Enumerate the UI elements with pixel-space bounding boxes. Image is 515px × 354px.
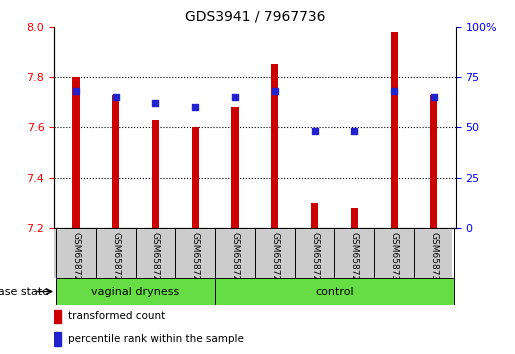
Text: GSM658730: GSM658730 xyxy=(390,232,399,287)
Bar xyxy=(215,278,454,305)
Point xyxy=(390,88,398,94)
Point xyxy=(271,88,279,94)
Text: GSM658729: GSM658729 xyxy=(350,232,359,287)
Bar xyxy=(231,107,238,228)
Text: GSM658727: GSM658727 xyxy=(151,232,160,287)
Point xyxy=(191,104,199,110)
Text: transformed count: transformed count xyxy=(67,312,165,321)
Text: disease state: disease state xyxy=(0,286,49,297)
Text: vaginal dryness: vaginal dryness xyxy=(92,286,180,297)
Point xyxy=(311,129,319,134)
Bar xyxy=(73,77,79,228)
Bar xyxy=(112,95,119,228)
Point xyxy=(151,101,160,106)
Bar xyxy=(54,332,61,346)
Bar xyxy=(311,203,318,228)
Bar xyxy=(54,310,61,323)
Bar xyxy=(390,32,398,228)
Bar xyxy=(192,127,199,228)
Text: GSM658725: GSM658725 xyxy=(270,232,279,287)
Text: control: control xyxy=(315,286,354,297)
Point xyxy=(350,129,358,134)
Text: percentile rank within the sample: percentile rank within the sample xyxy=(67,334,244,344)
Text: GSM658728: GSM658728 xyxy=(191,232,200,287)
Text: GSM658726: GSM658726 xyxy=(310,232,319,287)
Point xyxy=(430,94,438,100)
Bar xyxy=(152,120,159,228)
Bar xyxy=(431,95,437,228)
Bar xyxy=(56,278,215,305)
Point xyxy=(231,94,239,100)
Text: GSM658722: GSM658722 xyxy=(72,232,80,287)
Text: GSM658723: GSM658723 xyxy=(111,232,120,287)
Bar xyxy=(351,208,358,228)
Title: GDS3941 / 7967736: GDS3941 / 7967736 xyxy=(185,10,325,24)
Text: GSM658724: GSM658724 xyxy=(231,232,239,287)
Bar xyxy=(271,64,279,228)
Point xyxy=(112,94,120,100)
Point xyxy=(72,88,80,94)
Text: GSM658731: GSM658731 xyxy=(430,232,438,287)
